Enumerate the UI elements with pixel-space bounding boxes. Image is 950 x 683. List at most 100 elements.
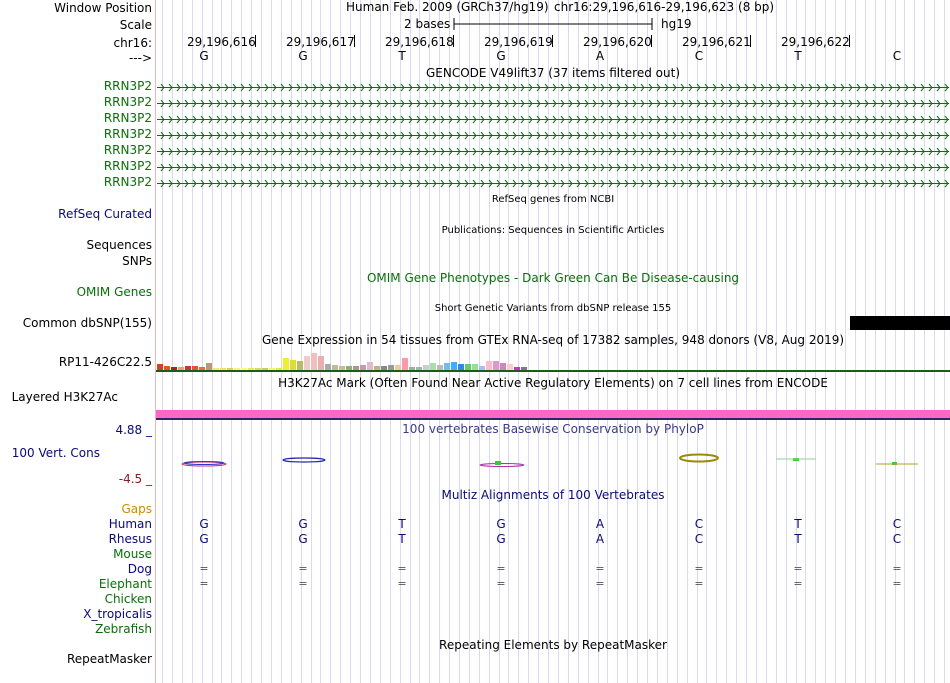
base-letter: G [199, 49, 209, 63]
gtex-tissue-bar[interactable] [213, 368, 219, 370]
gtex-tissue-bar[interactable] [339, 366, 345, 370]
gtex-tissue-bar[interactable] [486, 361, 492, 370]
gtex-tissue-bar[interactable] [444, 363, 450, 370]
gtex-tissue-bar[interactable] [479, 366, 485, 370]
dbsnp-variant-block[interactable] [850, 316, 950, 330]
gtex-tissue-bar[interactable] [381, 366, 387, 370]
grid-line [875, 0, 876, 683]
gtex-tissue-bar[interactable] [472, 364, 478, 370]
dbsnp-label[interactable]: Common dbSNP(155) [22, 316, 152, 330]
gtex-tissue-bar[interactable] [276, 368, 282, 370]
base-letter: A [595, 517, 605, 531]
gene-label[interactable]: RRN3P2 [103, 175, 152, 189]
species-label[interactable]: Zebrafish [95, 622, 152, 636]
species-label[interactable]: Elephant [98, 577, 152, 591]
gtex-tissue-bar[interactable] [199, 367, 205, 370]
h3k27ac-signal[interactable] [156, 410, 950, 418]
grid-line [697, 0, 698, 683]
publications-sequences-label[interactable]: Sequences [86, 238, 152, 252]
species-label[interactable]: X_tropicalis [83, 607, 152, 621]
gene-model[interactable] [157, 82, 949, 93]
gtex-tissue-bar[interactable] [192, 366, 198, 370]
gtex-tissue-bar[interactable] [423, 365, 429, 370]
gtex-tissue-bar[interactable] [220, 368, 226, 370]
refseq-label[interactable]: RefSeq Curated [58, 207, 152, 221]
h3k27ac-label[interactable]: Layered H3K27Ac [11, 390, 118, 404]
gtex-tissue-bar[interactable] [325, 364, 331, 370]
gene-model[interactable] [157, 130, 949, 141]
gtex-tissue-bar[interactable] [171, 367, 177, 370]
coordinate-tick [453, 35, 454, 47]
base-letter: T [794, 517, 802, 531]
grid-line [617, 0, 618, 683]
gtex-tissue-bar[interactable] [234, 368, 240, 370]
grid-line [251, 0, 252, 683]
repeatmasker-label[interactable]: RepeatMasker [66, 652, 152, 666]
gtex-tissue-bar[interactable] [318, 356, 324, 370]
gtex-tissue-bar[interactable] [402, 358, 408, 370]
species-label[interactable]: Rhesus [108, 532, 152, 546]
gtex-tissue-bar[interactable] [178, 367, 184, 370]
gtex-tissue-bar[interactable] [206, 363, 212, 370]
gene-label[interactable]: RRN3P2 [103, 111, 152, 125]
gtex-tissue-bar[interactable] [185, 366, 191, 370]
gtex-tissue-bar[interactable] [346, 366, 352, 370]
gtex-tissue-bar[interactable] [297, 361, 303, 370]
species-label[interactable]: Human [108, 517, 152, 531]
gene-label[interactable]: RRN3P2 [103, 127, 152, 141]
gtex-tissue-bar[interactable] [465, 364, 471, 370]
gtex-tissue-bar[interactable] [500, 363, 506, 370]
gene-label[interactable]: RRN3P2 [103, 95, 152, 109]
gtex-tissue-bar[interactable] [311, 353, 317, 370]
species-label[interactable]: Dog [127, 562, 152, 576]
gene-model[interactable] [157, 98, 949, 109]
gtex-tissue-bar[interactable] [388, 365, 394, 370]
gtex-tissue-bar[interactable] [430, 363, 436, 370]
gtex-tissue-bar[interactable] [458, 364, 464, 370]
gtex-tissue-bar[interactable] [248, 368, 254, 370]
gene-label[interactable]: RRN3P2 [103, 79, 152, 93]
phylop-graph[interactable] [156, 448, 950, 472]
gtex-tissue-bar[interactable] [332, 365, 338, 370]
gtex-tissue-bar[interactable] [374, 366, 380, 370]
gtex-tissue-bar[interactable] [507, 364, 513, 370]
gaps-label[interactable]: Gaps [121, 502, 152, 516]
gtex-tissue-bar[interactable] [262, 368, 268, 370]
gtex-tissue-bar[interactable] [283, 358, 289, 370]
gtex-tissue-bar[interactable] [409, 367, 415, 370]
conservation-label[interactable]: 100 Vert. Cons [11, 446, 100, 460]
grid-line [202, 0, 203, 683]
gtex-tissue-bar[interactable] [451, 362, 457, 370]
gtex-bar-chart[interactable] [156, 345, 950, 373]
gtex-tissue-bar[interactable] [521, 367, 527, 370]
gtex-tissue-bar[interactable] [269, 368, 275, 370]
gene-label[interactable]: RRN3P2 [103, 143, 152, 157]
gtex-tissue-bar[interactable] [395, 365, 401, 370]
gtex-tissue-bar[interactable] [360, 365, 366, 370]
gtex-tissue-bar[interactable] [514, 367, 520, 370]
gtex-tissue-bar[interactable] [290, 360, 296, 370]
gtex-gene-label[interactable]: RP11-426C22.5 [58, 355, 152, 369]
gene-model[interactable] [157, 146, 949, 157]
gene-label[interactable]: RRN3P2 [103, 159, 152, 173]
grid-line [330, 0, 331, 683]
gtex-tissue-bar[interactable] [493, 361, 499, 370]
gene-model[interactable] [157, 162, 949, 173]
gene-model[interactable] [157, 178, 949, 189]
omim-label[interactable]: OMIM Genes [76, 285, 152, 299]
publications-snps-label[interactable]: SNPs [122, 254, 152, 268]
grid-line [212, 0, 213, 683]
species-label[interactable]: Chicken [104, 592, 152, 606]
gtex-tissue-bar[interactable] [367, 362, 373, 370]
species-label[interactable]: Mouse [113, 547, 152, 561]
gtex-tissue-bar[interactable] [164, 366, 170, 370]
gtex-tissue-bar[interactable] [416, 367, 422, 370]
gtex-tissue-bar[interactable] [255, 368, 261, 370]
gtex-tissue-bar[interactable] [241, 368, 247, 370]
gtex-tissue-bar[interactable] [157, 364, 163, 370]
gtex-tissue-bar[interactable] [227, 368, 233, 370]
gene-model[interactable] [157, 114, 949, 125]
gtex-tissue-bar[interactable] [437, 365, 443, 370]
gtex-tissue-bar[interactable] [353, 366, 359, 370]
gtex-tissue-bar[interactable] [304, 356, 310, 370]
